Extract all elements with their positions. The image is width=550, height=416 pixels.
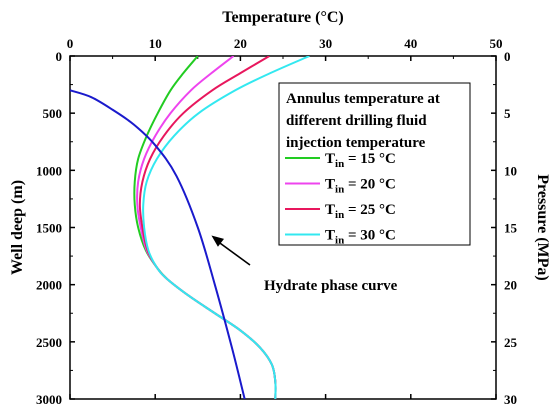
right-tick-label: 0 — [504, 49, 511, 64]
left-tick-label: 2500 — [36, 335, 62, 350]
annotation-arrow-line — [215, 239, 251, 266]
legend-entry-main: T — [325, 177, 335, 193]
annotation-layer: Hydrate phase curve — [211, 235, 398, 294]
series-line-30c — [142, 56, 310, 399]
legend-entry-subscript: in — [335, 235, 344, 247]
legend-entry-main: T — [325, 228, 335, 244]
left-tick-label: 1000 — [36, 163, 62, 178]
right-tick-label: 30 — [504, 392, 517, 407]
top-axis-title: Temperature (°C) — [222, 9, 343, 26]
left-tick-label: 1500 — [36, 221, 62, 236]
top-tick-label: 0 — [67, 36, 74, 51]
right-tick-label: 20 — [504, 278, 517, 293]
annotation-label: Hydrate phase curve — [264, 278, 398, 294]
legend-entry-value: = 20 °C — [344, 177, 396, 193]
top-tick-label: 30 — [319, 36, 332, 51]
left-tick-label: 500 — [43, 106, 63, 121]
legend: Annulus temperature at different drilling… — [278, 82, 471, 247]
legend-title-line: Annulus temperature at — [286, 91, 440, 107]
legend-entry-main: T — [325, 151, 335, 167]
right-tick-label: 15 — [504, 221, 518, 236]
legend-title-line: different drilling fluid — [286, 113, 427, 129]
top-tick-label: 50 — [490, 36, 503, 51]
legend-entry-subscript: in — [335, 158, 344, 170]
left-tick-label: 2000 — [36, 278, 62, 293]
legend-entry-subscript: in — [335, 184, 344, 196]
top-tick-label: 40 — [404, 36, 417, 51]
left-tick-label: 3000 — [36, 392, 62, 407]
right-tick-label: 10 — [504, 163, 517, 178]
series-line-hydrate — [70, 89, 246, 399]
left-axis-title: Well deep (m) — [9, 180, 26, 275]
top-tick-label: 10 — [149, 36, 162, 51]
legend-box — [278, 82, 471, 246]
legend-entry-subscript: in — [335, 209, 344, 221]
right-tick-label: 25 — [504, 335, 518, 350]
legend-entry-value: = 30 °C — [344, 228, 396, 244]
legend-entry-value: = 25 °C — [344, 202, 396, 218]
series-line-15c — [133, 56, 277, 399]
right-tick-label: 5 — [504, 106, 511, 121]
legend-entry-main: T — [325, 202, 335, 218]
legend-entry-value: = 15 °C — [344, 151, 396, 167]
annotation-arrowhead — [211, 235, 225, 247]
legend-entry-label: Tin = 20 °C — [325, 177, 396, 196]
legend-entry-label: Tin = 15 °C — [325, 151, 396, 170]
legend-title-line: injection temperature — [286, 135, 426, 151]
top-tick-label: 20 — [234, 36, 247, 51]
legend-entry-label: Tin = 30 °C — [325, 228, 396, 247]
series-layer — [70, 56, 310, 399]
legend-entry-label: Tin = 25 °C — [325, 202, 396, 221]
left-tick-label: 0 — [56, 49, 63, 64]
axes: 0 10 20 30 40 5005001000150020002500300005101… — [9, 9, 550, 407]
right-axis-title: Pressure (MPa) — [534, 174, 550, 280]
